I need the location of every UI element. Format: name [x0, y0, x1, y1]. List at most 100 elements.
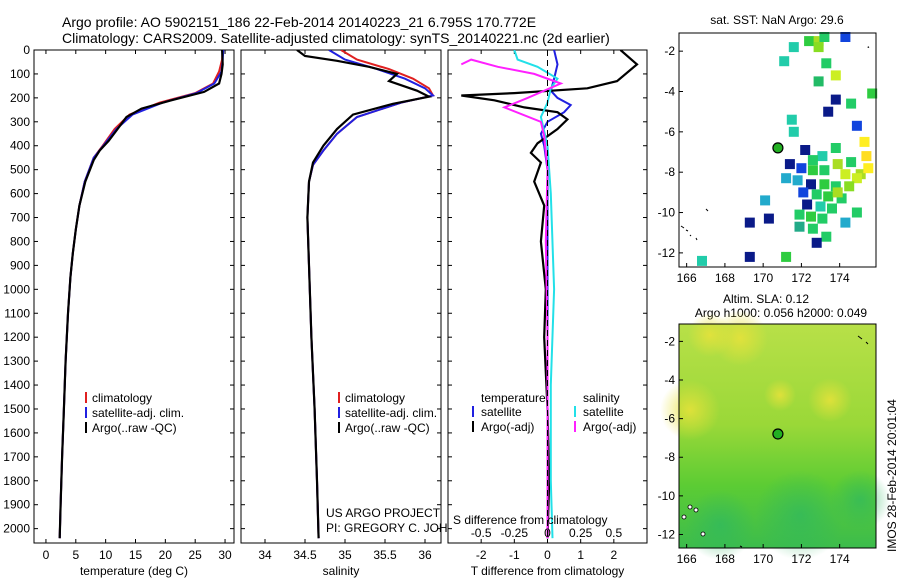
sla-high-blob [808, 378, 852, 422]
y-tick-label: -12 [658, 527, 676, 541]
x2-tick-label: -0.25 [501, 526, 529, 540]
sst-cell [807, 165, 818, 176]
x2-tick-label: 0 [544, 526, 551, 540]
y-tick-label: -12 [658, 246, 676, 260]
legend-label: Argo(..raw -QC) [345, 421, 430, 435]
y-tick-label: -4 [664, 85, 675, 99]
y-tick-label: 1100 [4, 306, 30, 320]
legend-title: temperature [481, 391, 546, 405]
sst-cell [863, 163, 874, 174]
sst-cell [781, 173, 792, 184]
y-tick-label: 200 [10, 91, 30, 105]
sst-cell [786, 114, 797, 125]
argo-position-marker [772, 142, 784, 154]
legend-label: satellite-adj. clim. [345, 406, 437, 420]
sst-cell [807, 155, 818, 166]
sst-cell [811, 189, 822, 200]
panel-temperature: 0 5 10 15 20 25 300100200300400500600700800900… [3, 43, 235, 578]
sst-cell [840, 32, 851, 42]
panel-frame [240, 49, 442, 544]
legend-title: salinity [583, 391, 620, 405]
sst-cell [823, 106, 834, 117]
sst-cell [813, 76, 824, 87]
sst-cell [817, 151, 828, 162]
sla-low-blob [830, 470, 890, 530]
sst-cell [811, 237, 822, 248]
sst-cell [844, 181, 855, 192]
annotation-text: PI: GREGORY C. JOHNSON [326, 521, 482, 535]
sst-cell [846, 98, 857, 109]
x-tick-label: 30 [218, 548, 232, 562]
sst-cell [813, 36, 824, 47]
y-tick-label: 1900 [3, 498, 30, 512]
y-tick-label: 0 [23, 43, 30, 57]
title-line-1: Argo profile: AO 5902151_186 22-Feb-2014… [62, 14, 536, 30]
x-tick-label: 5 [72, 548, 79, 562]
y-tick-label: 800 [10, 234, 30, 248]
x-tick-label: 172 [791, 552, 811, 566]
x2-tick-label: -0.5 [471, 526, 492, 540]
sst-cell [781, 251, 792, 262]
sst-cell [806, 211, 816, 222]
x-tick-label: -1 [509, 548, 520, 562]
sst-cell [697, 255, 707, 266]
sst-cell [779, 56, 790, 67]
y-tick-label: 500 [10, 163, 30, 177]
x-axis-label: T difference from climatology [471, 564, 625, 578]
x-axis-label: temperature (deg C) [80, 564, 188, 578]
sst-cell [800, 145, 811, 155]
sst-cell [836, 193, 847, 204]
y-tick-label: 300 [10, 115, 30, 129]
map-frame [678, 323, 877, 549]
x-tick-label: 166 [677, 552, 697, 566]
y-tick-label: -2 [664, 334, 675, 348]
y-tick-label: -10 [658, 206, 676, 220]
x-tick-label: 34.5 [293, 548, 317, 562]
x-tick-label: 1 [577, 548, 584, 562]
sst-cell [851, 120, 862, 131]
sst-cell [830, 181, 841, 192]
sst-cell [744, 251, 755, 262]
sla-high-blob [764, 379, 796, 411]
x-tick-label: 20 [159, 548, 173, 562]
y-tick-label: -8 [664, 165, 675, 179]
sst-cell [867, 88, 878, 99]
footer-stamp: IMOS 28-Feb-2014 20:01:04 [885, 399, 899, 552]
series-line-argo [296, 50, 433, 539]
island-marker [700, 531, 706, 537]
sla-low-blob [755, 470, 845, 560]
y-tick-label: 1700 [3, 450, 30, 464]
x-tick-label: 0 [544, 548, 551, 562]
y-tick-label: -10 [658, 489, 676, 503]
sst-cell [851, 207, 862, 218]
sst-cell [830, 143, 841, 153]
sst-cell [788, 126, 799, 137]
legend-label: Argo(-adj) [583, 420, 636, 434]
y-tick-label: 1200 [3, 330, 30, 344]
sst-cell [840, 217, 851, 228]
y-tick-label: 100 [10, 67, 30, 81]
island-marker [687, 504, 693, 510]
island-marker [693, 507, 699, 513]
sst-cell [827, 203, 837, 214]
coastline [739, 335, 869, 548]
map-frame [678, 32, 877, 268]
sst-cell [788, 42, 799, 53]
legend-label: satellite [583, 405, 624, 419]
sst-cell [807, 223, 818, 234]
sst-cell [784, 159, 795, 170]
sst-cell [851, 173, 862, 184]
sst-cell [846, 157, 857, 168]
sst-cell [819, 179, 830, 190]
y-tick-label: -6 [664, 412, 675, 426]
y-tick-label: 2000 [3, 522, 30, 536]
sst-cell [798, 187, 809, 198]
x2-tick-label: 0.5 [605, 526, 622, 540]
sla-low-blob [685, 490, 755, 560]
series-line-argo [58, 50, 224, 539]
y-tick-label: 1300 [3, 354, 30, 368]
header: Argo profile: AO 5902151_186 22-Feb-2014… [62, 14, 610, 46]
sst-cell [744, 217, 755, 228]
legend-label: satellite-adj. clim. [92, 406, 184, 420]
sst-cell [815, 201, 826, 212]
